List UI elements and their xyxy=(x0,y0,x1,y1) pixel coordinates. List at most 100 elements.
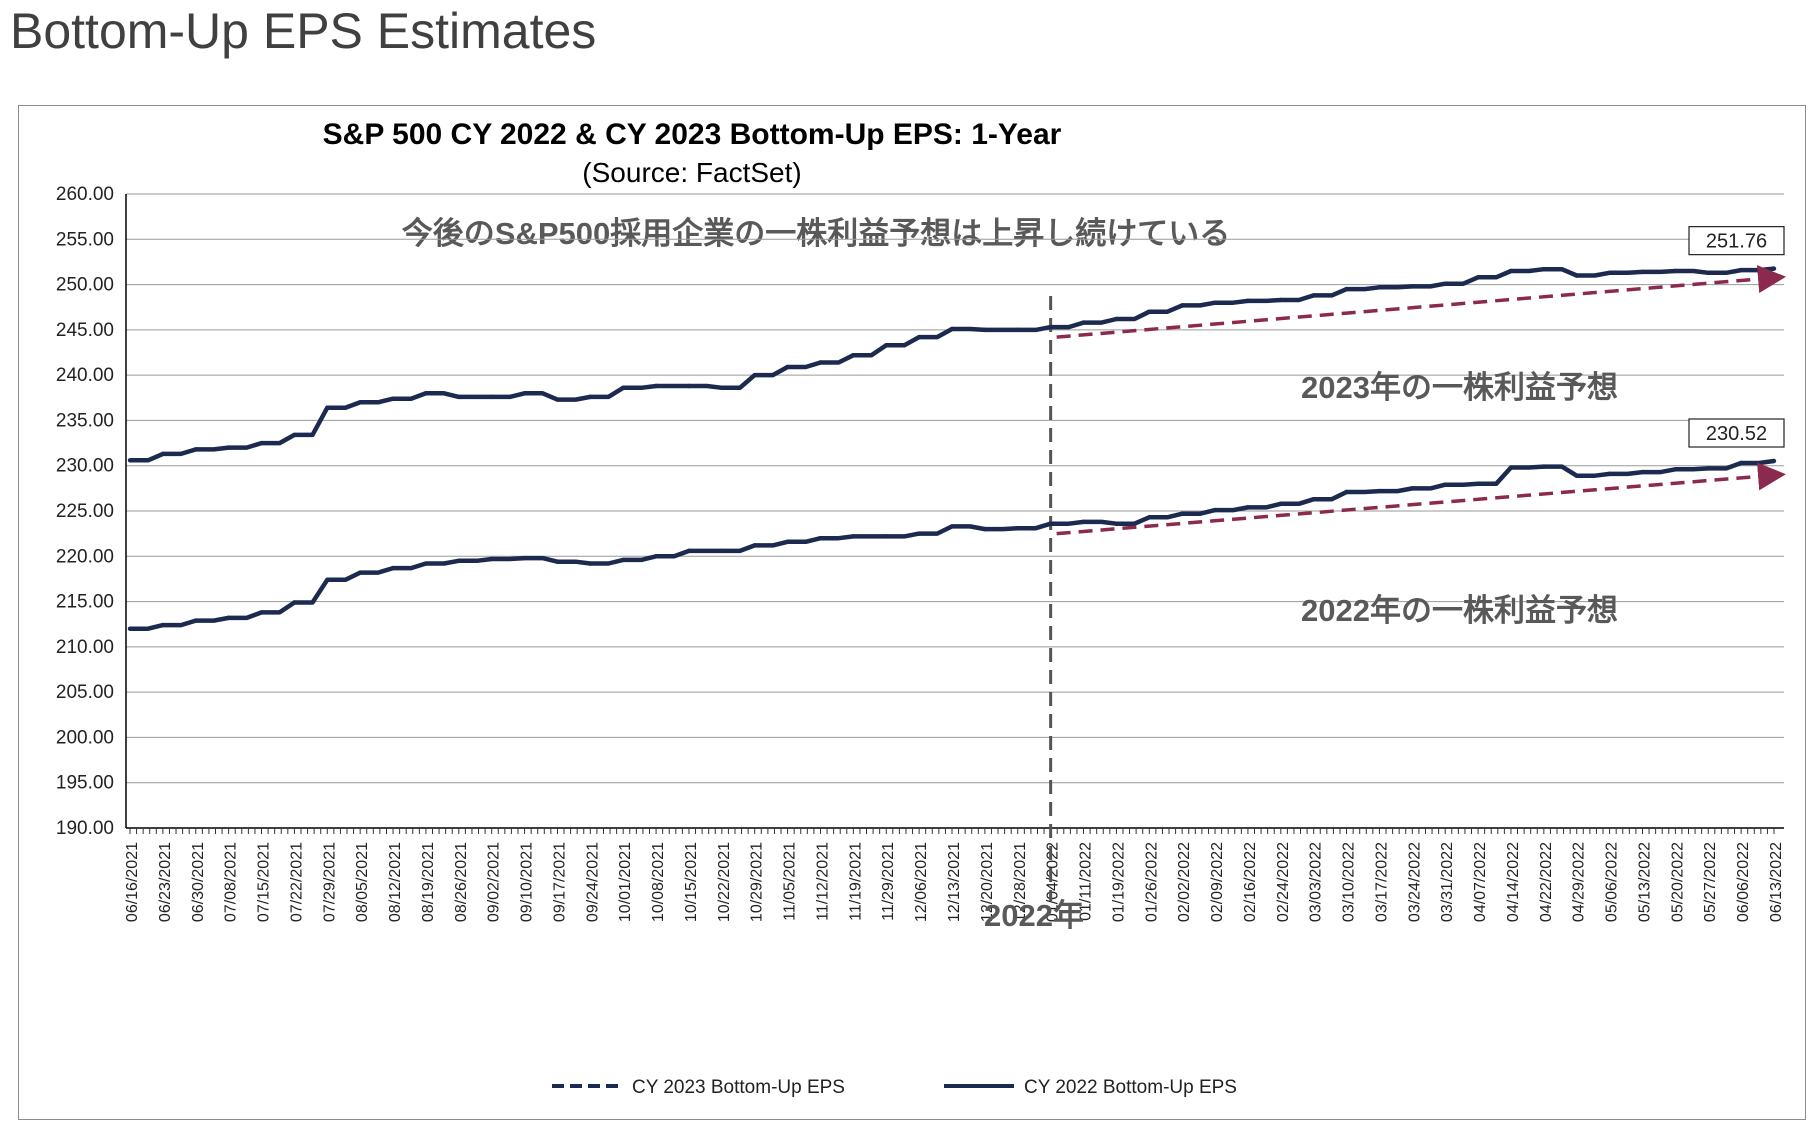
x-tick-label: 12/20/2021 xyxy=(979,842,996,922)
x-tick-label: 09/10/2021 xyxy=(519,842,536,922)
point-cy2022 xyxy=(1607,471,1612,477)
x-tick-label: 04/22/2022 xyxy=(1538,842,1555,922)
point-cy2022 xyxy=(160,622,166,628)
chart-title: S&P 500 CY 2022 & CY 2023 Bottom-Up EPS:… xyxy=(323,118,1062,151)
point-cy2022 xyxy=(621,557,626,563)
y-tick-label: 235.00 xyxy=(56,410,114,431)
x-tick-label: 03/31/2022 xyxy=(1439,842,1456,922)
slide-title: Bottom-Up EPS Estimates xyxy=(10,3,597,59)
x-tick-label: 05/13/2022 xyxy=(1636,842,1653,922)
point-cy2022 xyxy=(653,554,659,559)
x-tick-label: 06/23/2021 xyxy=(157,842,174,922)
x-tick-label: 04/29/2022 xyxy=(1571,842,1588,922)
x-tick-label: 02/24/2022 xyxy=(1275,842,1292,922)
point-cy2022 xyxy=(1179,511,1185,516)
trend-arrow-2022 xyxy=(1056,462,1786,536)
y-tick-label: 225.00 xyxy=(56,501,114,522)
y-tick-label: 195.00 xyxy=(56,773,114,794)
x-tick-label: 11/29/2021 xyxy=(880,842,897,921)
x-tick-label: 10/08/2021 xyxy=(650,842,667,922)
point-cy2023 xyxy=(1443,281,1448,286)
point-cy2022 xyxy=(719,548,725,554)
point-cy2022 xyxy=(588,561,593,566)
label-2023-eps: 2023年の一株利益予想 xyxy=(1301,370,1618,405)
point-cy2022 xyxy=(1410,486,1415,491)
point-cy2022 xyxy=(916,531,922,536)
point-cy2022 xyxy=(818,535,823,541)
point-cy2023 xyxy=(1344,286,1349,292)
x-tick-label: 07/22/2021 xyxy=(288,842,305,922)
label-2022-eps: 2022年の一株利益予想 xyxy=(1301,593,1618,628)
point-cy2022 xyxy=(1311,497,1316,502)
point-cy2022 xyxy=(1212,507,1218,513)
point-cy2022 xyxy=(489,556,494,562)
point-cy2022 xyxy=(127,626,133,631)
point-cy2022 xyxy=(555,559,560,564)
x-tick-label: 12/06/2021 xyxy=(913,842,930,922)
x-tick-label: 02/16/2022 xyxy=(1242,842,1259,922)
x-tick-label: 03/10/2022 xyxy=(1341,842,1358,922)
x-tick-label: 08/19/2021 xyxy=(420,842,437,922)
point-cy2023 xyxy=(1278,297,1284,303)
x-tick-label: 01/26/2022 xyxy=(1143,842,1160,922)
x-tick-label: 08/12/2021 xyxy=(387,842,404,922)
y-tick-label: 210.00 xyxy=(56,637,114,658)
point-cy2023 xyxy=(423,391,429,396)
divider-label: 2022年 xyxy=(984,898,1084,933)
point-cy2022 xyxy=(1541,464,1547,469)
chart-subtitle: (Source: FactSet) xyxy=(582,157,801,188)
x-tick-label: 02/02/2022 xyxy=(1176,842,1193,922)
point-cy2023 xyxy=(851,353,856,358)
point-cy2022 xyxy=(949,524,955,529)
x-tick-label: 06/13/2022 xyxy=(1768,842,1785,922)
point-cy2022 xyxy=(752,543,757,548)
x-tick-label: 01/11/2022 xyxy=(1078,842,1095,921)
point-cy2023 xyxy=(1015,327,1020,333)
point-cy2023 xyxy=(489,394,494,400)
point-cy2023 xyxy=(653,383,659,389)
point-cy2022 xyxy=(1640,469,1645,475)
point-cy2023 xyxy=(1541,266,1547,272)
x-tick-label: 03/17/2022 xyxy=(1373,842,1390,922)
point-cy2023 xyxy=(916,334,922,340)
x-tick-label: 08/26/2021 xyxy=(453,842,470,922)
y-tick-label: 255.00 xyxy=(56,229,114,250)
x-tick-label: 08/05/2021 xyxy=(354,842,371,922)
point-cy2022 xyxy=(1508,465,1514,470)
point-cy2022 xyxy=(390,565,396,571)
x-tick-label: 07/08/2021 xyxy=(223,842,240,922)
x-tick-label: 11/19/2021 xyxy=(847,842,864,921)
legend-label-cy2023: CY 2023 Bottom-Up EPS xyxy=(632,1077,845,1098)
point-cy2023 xyxy=(259,440,264,446)
point-cy2023 xyxy=(1706,270,1711,275)
x-tick-label: 11/05/2021 xyxy=(782,842,799,921)
point-cy2023 xyxy=(226,445,231,450)
point-cy2022 xyxy=(1114,521,1119,526)
point-cy2023 xyxy=(1607,270,1612,275)
point-cy2023 xyxy=(785,364,790,370)
x-tick-label: 06/16/2021 xyxy=(124,842,141,922)
point-cy2022 xyxy=(1147,515,1152,520)
point-cy2023 xyxy=(949,326,955,332)
point-cy2023 xyxy=(160,451,166,457)
point-cy2022 xyxy=(851,534,856,539)
point-cy2023 xyxy=(719,385,725,391)
x-tick-label: 12/28/2021 xyxy=(1012,842,1029,922)
point-cy2023 xyxy=(1640,269,1645,275)
point-cy2022 xyxy=(456,558,461,564)
point-cy2022 xyxy=(357,570,363,575)
x-tick-label: 05/20/2022 xyxy=(1669,842,1686,922)
point-cy2022 xyxy=(1048,521,1053,526)
point-cy2023 xyxy=(1771,266,1777,271)
y-tick-label: 200.00 xyxy=(56,727,114,748)
point-cy2023 xyxy=(390,396,396,401)
point-cy2022 xyxy=(785,539,790,544)
point-cy2022 xyxy=(1443,482,1448,487)
point-cy2022 xyxy=(325,577,330,583)
x-tick-label: 10/22/2021 xyxy=(716,842,733,922)
x-tick-label: 06/06/2022 xyxy=(1735,842,1752,922)
point-cy2022 xyxy=(1278,501,1284,506)
y-tick-label: 245.00 xyxy=(56,320,114,341)
point-cy2022 xyxy=(982,526,988,532)
x-tick-label: 05/06/2022 xyxy=(1604,842,1621,922)
